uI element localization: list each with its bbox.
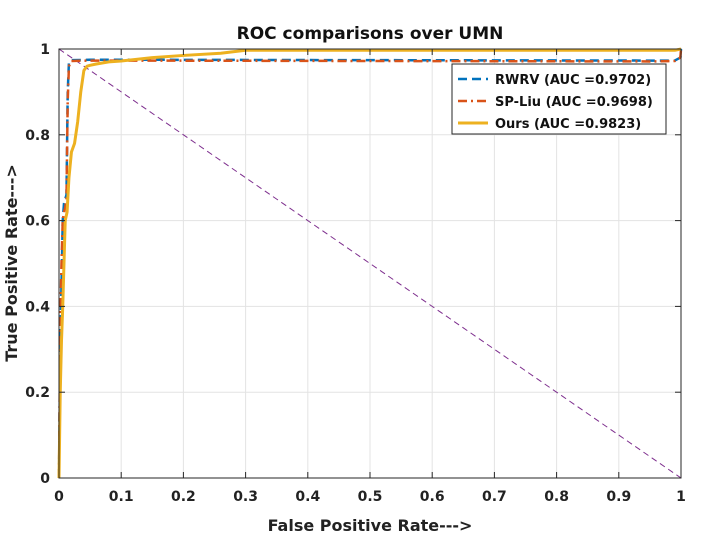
y-tick-label: 0.2 [25, 385, 50, 401]
x-tick-label: 0.6 [420, 489, 445, 505]
reference-diagonal-line [58, 48, 682, 479]
y-tick-label: 0.8 [25, 128, 50, 144]
x-tick-label: 1 [676, 489, 686, 505]
legend-label-sp-liu: SP-Liu (AUC =0.9698) [495, 95, 653, 110]
y-axis-label: True Positive Rate---> [2, 164, 21, 362]
legend-entry-ours: Ours (AUC =0.9823) [458, 117, 641, 132]
chart-title: ROC comparisons over UMN [237, 24, 504, 44]
series-line-1 [57, 48, 683, 479]
legend-entry-sp-liu: SP-Liu (AUC =0.9698) [458, 95, 653, 110]
legend-label-ours: Ours (AUC =0.9823) [495, 117, 641, 132]
x-tick-label: 0.1 [109, 489, 134, 505]
x-axis-label: False Positive Rate---> [268, 516, 473, 535]
legend-label-rwrv: RWRV (AUC =0.9702) [495, 73, 651, 88]
x-tick-label: 0.4 [295, 489, 320, 505]
series-lines [57, 47, 683, 479]
x-tick-labels: 0 0.1 0.2 0.3 0.4 0.5 0.6 0.7 0.8 0.9 1 [54, 489, 686, 505]
x-tick-label: 0.5 [358, 489, 383, 505]
y-tick-label: 0 [40, 471, 50, 487]
legend-entry-rwrv: RWRV (AUC =0.9702) [458, 73, 651, 88]
y-tick-label: 0.4 [25, 299, 50, 315]
y-tick-label: 1 [40, 42, 50, 58]
x-tick-label: 0.2 [171, 489, 196, 505]
x-tick-label: 0.8 [544, 489, 569, 505]
y-tick-labels: 0 0.2 0.4 0.6 0.8 1 [25, 42, 50, 487]
x-tick-label: 0.7 [482, 489, 507, 505]
series-line-2 [57, 47, 682, 479]
ticks [58, 48, 682, 479]
x-tick-label: 0.9 [606, 489, 631, 505]
y-tick-label: 0.6 [25, 214, 50, 230]
legend: RWRV (AUC =0.9702) SP-Liu (AUC =0.9698) … [451, 63, 667, 135]
x-tick-label: 0 [54, 489, 64, 505]
x-tick-label: 0.3 [233, 489, 258, 505]
